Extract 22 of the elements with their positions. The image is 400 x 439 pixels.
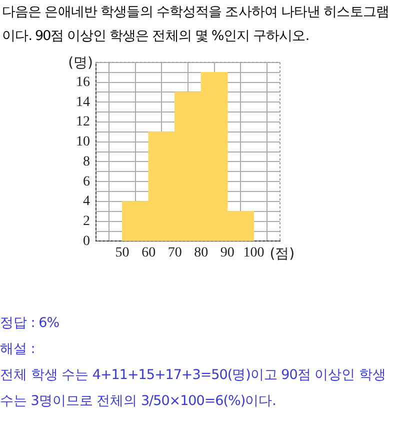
x-tick-label: 50	[115, 245, 130, 260]
chart-title: 다음은 은애네반 학생들의 수학성적을 조사하여 나타낸 히스토그램이다. 90점 이상인 학생은 전체의 몇 %인지 구하시오.	[1, 3, 390, 46]
text: 해설 :	[0, 340, 36, 358]
text: 정답 : 6%	[0, 314, 60, 332]
text: 전체 학생 수는 4+11+15+17+3=50(명)이고 90점 이상인 학생	[0, 366, 387, 384]
y-tick-label: 14	[76, 94, 90, 110]
y-tick-label: 12	[76, 114, 90, 130]
x-tick-label: 100	[243, 245, 264, 260]
y-tick-label: 8	[83, 154, 90, 170]
x-axis-title: (점)	[270, 246, 295, 262]
y-tick-label: 4	[83, 194, 90, 210]
x-tick-label: 80	[194, 245, 208, 260]
y-tick-label: 2	[83, 214, 90, 230]
x-tick-label: 90	[220, 245, 234, 260]
y-tick-label: 10	[76, 134, 90, 150]
y-tick-label: 0	[83, 234, 90, 249]
y-tick-label: 16	[76, 74, 90, 90]
y-axis-title: (명)	[68, 55, 93, 72]
x-tick-label: 70	[168, 245, 182, 260]
y-tick-label: 6	[83, 174, 90, 190]
x-tick-label: 60	[142, 245, 156, 260]
text: 수는 3명이므로 전체의 3/50×100=6(%)이다.	[0, 392, 277, 410]
